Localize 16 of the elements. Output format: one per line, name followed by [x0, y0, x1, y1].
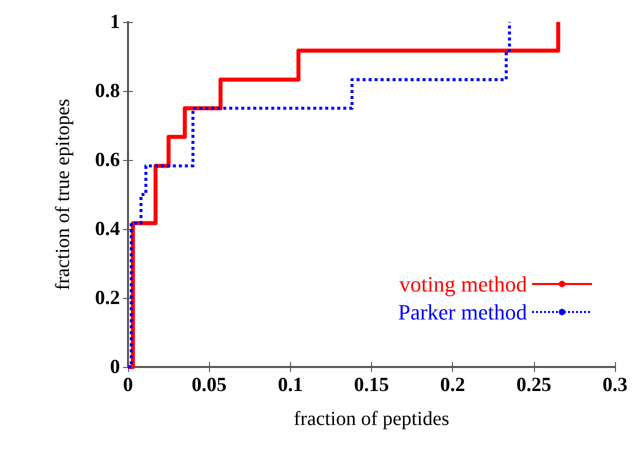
y-tick-label: 0.6: [95, 149, 120, 171]
y-axis-title: fraction of true epitopes: [52, 98, 74, 290]
x-tick-label: 0.15: [354, 374, 389, 396]
x-tick-label: 0.1: [278, 374, 303, 396]
x-tick-label: 0.25: [516, 374, 552, 396]
legend-label: voting method: [399, 272, 527, 296]
y-tick-label: 0.8: [95, 80, 120, 102]
x-tick-label: 0.3: [602, 374, 628, 396]
y-tick-label: 0: [110, 356, 120, 378]
y-tick-label: 0.2: [95, 287, 120, 309]
x-tick-label: 0.2: [440, 374, 466, 396]
y-tick-label: 1: [110, 11, 120, 33]
y-tick-label: 0.4: [95, 218, 120, 240]
x-tick-label: 0.05: [192, 374, 227, 396]
x-axis-title: fraction of peptides: [294, 408, 450, 430]
legend-label: Parker method: [398, 300, 527, 324]
